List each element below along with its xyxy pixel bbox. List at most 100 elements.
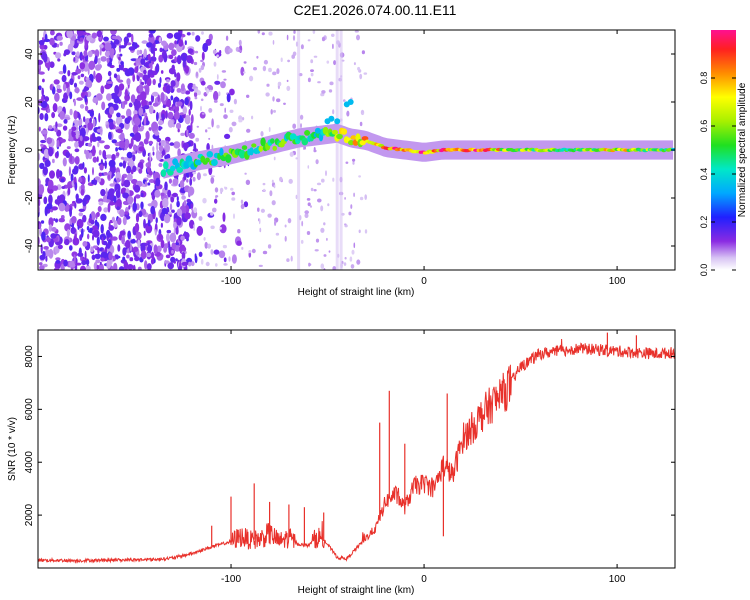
spectrogram-noise-mark	[177, 148, 181, 158]
spectrogram-noise-mark	[116, 177, 120, 183]
spectrogram-noise-mark	[357, 66, 361, 71]
spectrogram-noise-mark	[88, 60, 96, 70]
spectrogram-ridge-mark	[270, 138, 275, 144]
spectrogram-noise-mark	[104, 160, 107, 170]
spectrogram-noise-mark	[179, 180, 185, 189]
spectrogram-ridge-mark	[160, 169, 167, 177]
spectrogram-noise-mark	[153, 244, 158, 255]
spectrogram-noise-mark	[61, 74, 67, 83]
spectrogram-noise-mark	[82, 241, 88, 247]
spectrogram-noise-mark	[60, 138, 66, 143]
spectrogram-noise-mark	[41, 95, 44, 103]
spectrogram-ridge-mark	[206, 151, 214, 158]
spectrogram-noise-mark	[111, 216, 115, 223]
spectrogram-ridge-mark	[170, 165, 176, 172]
spectrogram-noise-mark	[39, 162, 45, 170]
spectrogram-noise-mark	[204, 86, 207, 91]
spectrogram-noise-mark	[290, 255, 293, 262]
spectrogram-noise-mark	[159, 77, 162, 84]
spectrogram-noise-mark	[79, 234, 83, 242]
spectrogram-ridge-mark	[348, 140, 355, 146]
spectrogram-noise-mark	[210, 249, 214, 255]
spectrogram-noise-mark	[71, 51, 76, 56]
spectrogram-noise-mark	[77, 225, 80, 230]
spectrogram-noise-mark	[76, 30, 84, 37]
spectrogram-noise-mark	[43, 196, 48, 205]
spectrogram-noise-mark	[126, 254, 130, 259]
spectrogram-noise-mark	[333, 60, 337, 66]
colorbar-tick-label: 0.0	[699, 264, 709, 277]
spectrogram-noise-mark	[126, 165, 132, 174]
spectrogram-noise-mark	[277, 81, 282, 87]
spectrogram-noise-mark	[270, 109, 273, 115]
spectrogram-noise-mark	[300, 239, 304, 244]
spectrogram-noise-mark	[88, 152, 93, 160]
chart-title: C2E1.2026.074.00.11.E11	[293, 2, 457, 18]
spectrogram-noise-mark	[332, 109, 335, 115]
spectrogram-noise-mark	[177, 128, 180, 133]
spectrogram-noise-mark	[73, 82, 78, 88]
spectrogram-noise-mark	[172, 192, 178, 198]
spectrogram-noise-mark	[74, 87, 80, 94]
spectrogram-noise-mark	[203, 237, 206, 241]
spectrogram-noise-mark	[172, 178, 179, 186]
spectrogram-noise-mark	[56, 35, 63, 41]
spectrogram-noise-mark	[46, 137, 53, 145]
colorbar-tick-label: 0.4	[699, 168, 709, 181]
spectrogram-noise-mark	[151, 121, 159, 131]
spectrogram-noise-mark	[111, 236, 118, 241]
spectrogram-noise-mark	[364, 229, 368, 234]
spectrogram-noise-mark	[280, 57, 283, 63]
spectrogram-noise-mark	[138, 107, 144, 117]
spectrogram-noise-mark	[85, 259, 90, 266]
spectrogram-noise-mark	[113, 39, 120, 45]
spectrogram-noise-mark	[42, 78, 45, 83]
spectrogram-noise-mark	[196, 72, 198, 77]
spectrogram-noise-mark	[272, 96, 275, 102]
spectrogram-noise-mark	[210, 225, 215, 230]
spectrogram-noise-mark	[75, 262, 82, 266]
spectrogram-noise-mark	[329, 81, 334, 86]
spectrogram-noise-mark	[94, 176, 100, 181]
spectrogram-ridge-mark	[225, 154, 232, 163]
spectrogram-noise-mark	[106, 81, 114, 84]
spectrogram-noise-mark	[152, 146, 155, 152]
spectrogram-noise-mark	[200, 80, 206, 86]
spectrogram-noise-mark	[144, 84, 150, 95]
spectrogram-noise-mark	[283, 102, 286, 106]
spectrogram-noise-mark	[162, 197, 169, 208]
snr-series-line	[38, 338, 675, 564]
spectrogram-noise-mark	[135, 194, 141, 199]
spectrogram-noise-mark	[146, 166, 150, 173]
spectrogram-noise-mark	[230, 187, 234, 191]
spectrogram-noise-mark	[309, 263, 312, 266]
spectrogram-noise-mark	[107, 70, 112, 77]
spectrogram-noise-mark	[96, 264, 100, 270]
spectrogram-noise-mark	[99, 46, 102, 56]
spectrogram-noise-mark	[116, 112, 121, 118]
spectrogram-noise-mark	[167, 189, 172, 198]
spectrogram-noise-mark	[38, 184, 45, 195]
spectrogram-noise-mark	[105, 187, 108, 198]
spectrogram-noise-mark	[74, 233, 77, 243]
spectrogram-noise-mark	[56, 43, 60, 48]
spectrogram-noise-mark	[148, 127, 152, 131]
spectrogram-noise-mark	[91, 32, 98, 39]
spectrogram-noise-mark	[323, 222, 326, 226]
spectrogram-noise-mark	[182, 106, 187, 115]
spectrogram-noise-mark	[71, 72, 78, 76]
spectrogram-noise-mark	[40, 243, 43, 254]
spectrogram-noise-mark	[332, 266, 337, 270]
spectrogram-noise-mark	[345, 161, 349, 164]
spectrogram-noise-mark	[233, 98, 237, 105]
spectrogram-noise-mark	[194, 255, 198, 264]
spectrogram-noise-mark	[200, 105, 202, 112]
spectrogram-noise-mark	[48, 146, 54, 157]
spectrogram-noise-mark	[258, 264, 263, 267]
spectrogram-noise-mark	[275, 232, 280, 236]
spectrogram-noise-mark	[359, 196, 364, 201]
spectrogram-noise-mark	[134, 132, 142, 142]
spectrogram-noise-mark	[242, 117, 245, 121]
spectrogram-noise-mark	[169, 142, 175, 146]
